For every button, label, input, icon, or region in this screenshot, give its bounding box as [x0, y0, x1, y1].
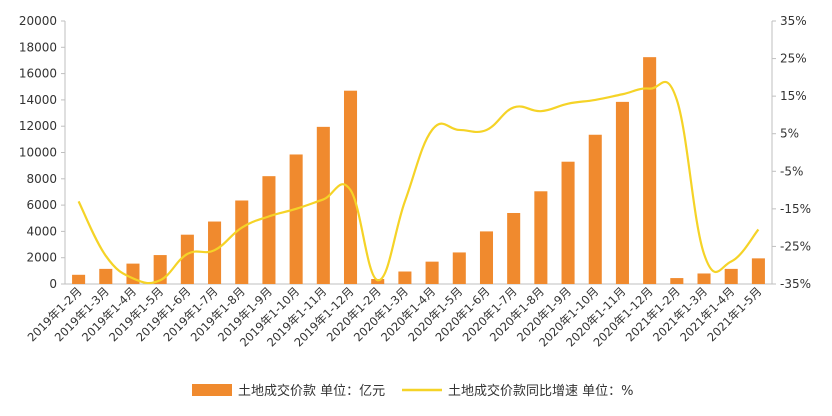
right-tick-label: -25% [780, 239, 811, 253]
right-axis-ticks: -35% -25% -15% -5% 5% 15% 25% 35% [772, 14, 811, 291]
left-tick-label: 16000 [19, 67, 57, 81]
bar-series [72, 57, 765, 284]
bar-2020年1-8月 [534, 191, 548, 284]
bar-2019年1-9月 [262, 176, 276, 284]
bar-2019年1-6月 [180, 234, 194, 284]
bar-2021年1-5月 [751, 258, 765, 284]
bar-2020年1-6月 [479, 231, 494, 284]
bar-2020年1-4月 [425, 261, 439, 284]
bar-2020年1-2月 [371, 279, 385, 284]
chart-axes [64, 21, 773, 285]
category-labels: 2019年1-2月2019年1-3月2019年1-4月2019年1-5月2019… [25, 284, 765, 349]
bar-2020年1-10月 [588, 134, 602, 284]
bar-2019年1-8月 [235, 200, 249, 284]
legend-bar-swatch [192, 384, 232, 396]
line-series [77, 80, 760, 285]
bar-2019年1-5月 [153, 255, 167, 284]
legend-line-label: 土地成交价款同比增速 单位：% [448, 383, 634, 399]
right-tick-label: -15% [780, 202, 811, 216]
right-tick-label: 25% [780, 52, 807, 66]
left-tick-label: 14000 [19, 93, 57, 107]
bar-2019年1-3月 [99, 268, 113, 284]
bar-2019年1-2月 [72, 274, 86, 284]
left-tick-label: 10000 [19, 146, 57, 160]
right-tick-label: -5% [780, 164, 803, 178]
left-tick-label: 6000 [26, 198, 57, 212]
bar-2021年1-4月 [724, 268, 738, 284]
bar-2020年1-3月 [398, 271, 412, 284]
right-tick-label: 35% [780, 14, 807, 28]
legend-bar-label: 土地成交价款 单位：亿元 [238, 383, 385, 399]
left-tick-label: 2000 [26, 251, 57, 265]
left-tick-label: 18000 [19, 40, 57, 54]
right-tick-label: 15% [780, 89, 807, 103]
legend: 土地成交价款 单位：亿元 土地成交价款同比增速 单位：% [192, 383, 634, 399]
bar-2020年1-11月 [615, 101, 629, 284]
bar-2021年1-2月 [670, 278, 684, 284]
left-tick-label: 0 [49, 277, 57, 291]
left-axis-ticks: 0 2000 4000 6000 8000 10000 12000 14000 16000 180… [19, 14, 65, 291]
left-tick-label: 8000 [26, 172, 57, 186]
growth-rate-line [77, 80, 760, 285]
bar-2020年1-9月 [561, 161, 575, 284]
bar-2021年1-3月 [697, 273, 711, 284]
left-tick-label: 12000 [19, 119, 57, 133]
bar-2020年1-7月 [507, 212, 521, 284]
bar-2019年1-12月 [343, 90, 358, 284]
bar-2019年1-7月 [208, 221, 222, 284]
right-tick-label: -35% [780, 277, 811, 291]
bar-2020年1-12月 [643, 57, 657, 284]
left-tick-label: 20000 [19, 14, 57, 28]
bar-2019年1-11月 [316, 126, 330, 284]
bar-2019年1-10月 [289, 154, 303, 284]
left-tick-label: 4000 [26, 224, 57, 238]
bar-2020年1-5月 [452, 252, 466, 284]
right-tick-label: 5% [780, 127, 799, 141]
